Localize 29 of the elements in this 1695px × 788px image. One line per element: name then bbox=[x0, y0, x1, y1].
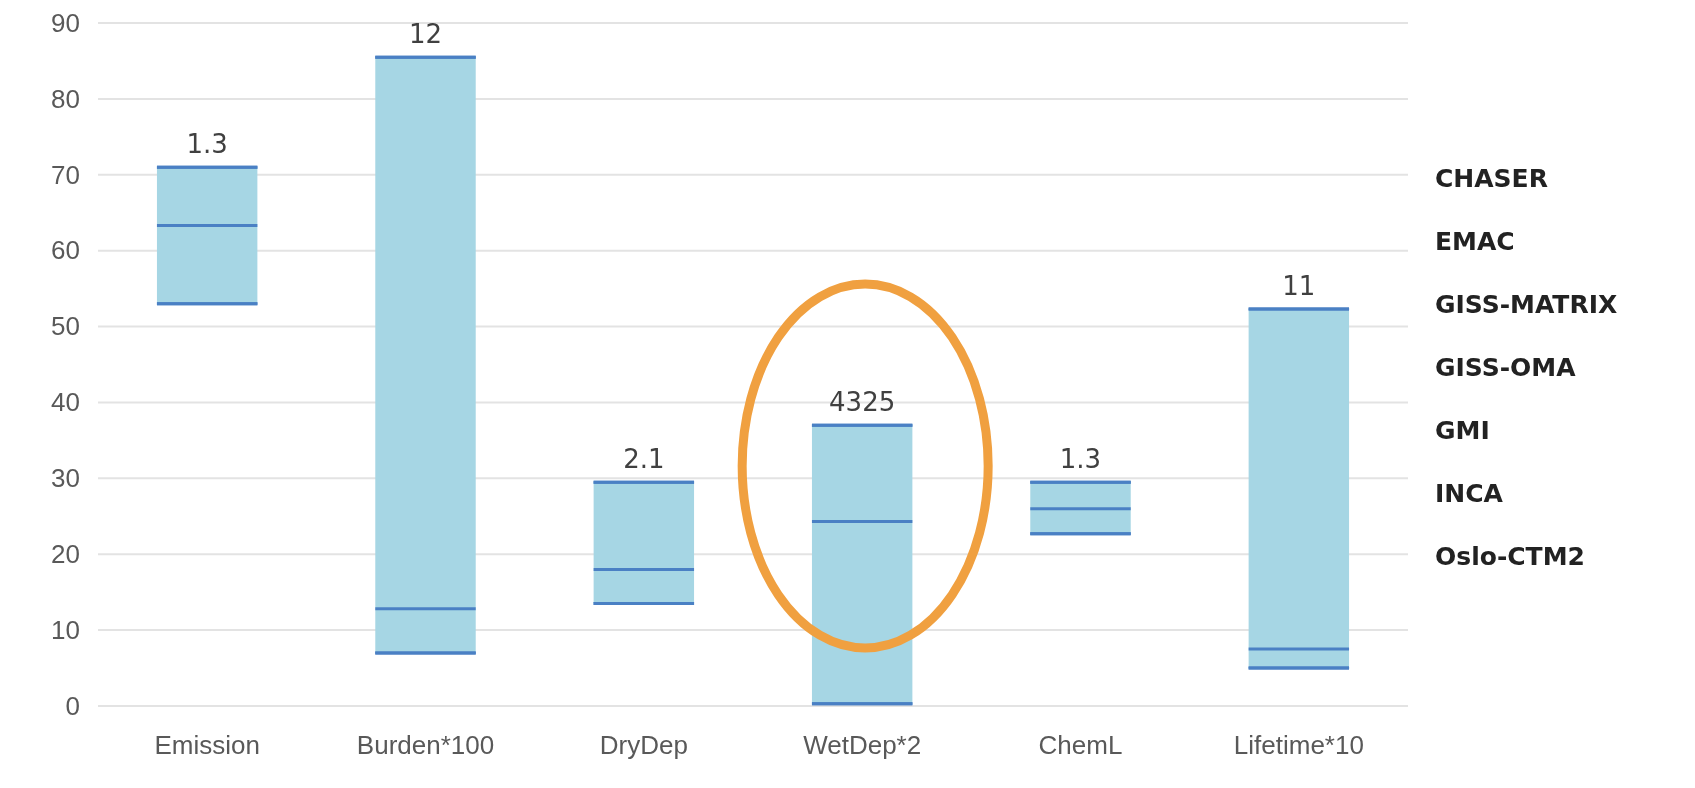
x-tick-label: DryDep bbox=[599, 730, 688, 761]
text: GISS-OMA bbox=[1435, 353, 1577, 382]
y-tick-label: 70 bbox=[51, 159, 80, 190]
annotation: 12 bbox=[408, 19, 443, 50]
annotation: 4325 bbox=[829, 387, 896, 418]
x-tick-label: WetDep*2 bbox=[803, 730, 922, 761]
y-tick-label: 90 bbox=[51, 7, 80, 38]
x-tick-label: ChemL bbox=[1038, 730, 1123, 761]
y-tick-label: 50 bbox=[51, 311, 80, 342]
y-tick-label: 10 bbox=[51, 614, 80, 645]
text: CHASER bbox=[1435, 164, 1548, 193]
y-tick-label: 0 bbox=[65, 690, 80, 721]
text: GISS-MATRIX bbox=[1435, 290, 1618, 319]
x-tick-label: Burden*100 bbox=[356, 730, 495, 761]
y-tick-label: 80 bbox=[51, 83, 80, 114]
text: INCA bbox=[1435, 479, 1504, 508]
y-tick-label: 40 bbox=[51, 387, 80, 418]
x-tick-label: Lifetime*10 bbox=[1233, 730, 1364, 761]
annotation: 1.3 bbox=[1059, 444, 1102, 475]
text: Oslo-CTM2 bbox=[1435, 542, 1585, 571]
annotation: 11 bbox=[1282, 271, 1316, 302]
y-tick-label: 30 bbox=[51, 463, 80, 494]
x-tick-label: Emission bbox=[154, 730, 260, 761]
text: GMI bbox=[1435, 416, 1490, 445]
annotation: 2.1 bbox=[623, 444, 665, 475]
annotation: 1.3 bbox=[186, 129, 228, 160]
y-tick-label: 60 bbox=[51, 235, 80, 266]
text: EMAC bbox=[1435, 227, 1515, 256]
y-tick-label: 20 bbox=[51, 539, 80, 570]
